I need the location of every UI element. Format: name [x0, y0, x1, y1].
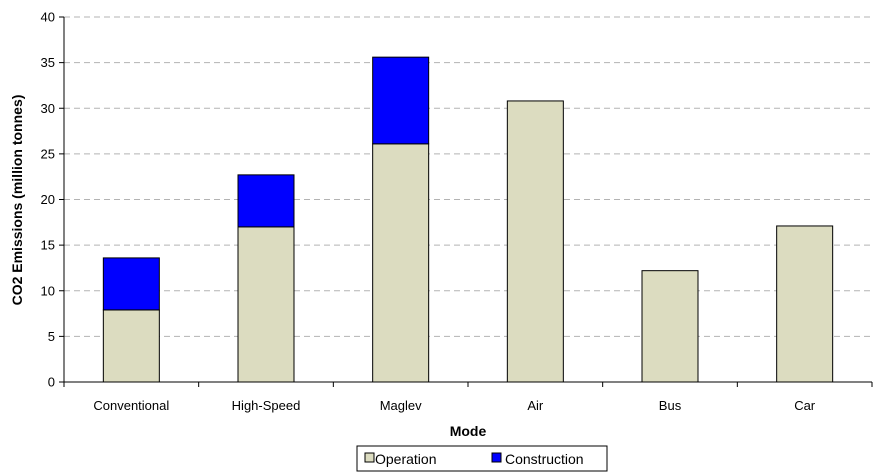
- legend-box: [356, 445, 608, 472]
- bar-construction-conventional: [102, 257, 160, 311]
- x-tick-label: Car: [794, 398, 816, 413]
- gridlines: [64, 16, 872, 337]
- y-tick-label: 20: [41, 192, 55, 207]
- y-tick-label: 25: [41, 146, 55, 161]
- y-tick-label: 0: [48, 375, 55, 390]
- y-tick-label: 10: [41, 283, 55, 298]
- y-tick-label: 35: [41, 55, 55, 70]
- legend-label-operation: Operation: [375, 451, 436, 467]
- y-axis-title: CO2 Emissions (million tonnes): [9, 95, 25, 306]
- y-tick-label: 5: [48, 329, 55, 344]
- bar-construction-high-speed: [237, 174, 295, 228]
- legend-swatch-construction: [491, 452, 502, 463]
- x-axis-title: Mode: [450, 423, 487, 439]
- x-tick-label: Air: [527, 398, 544, 413]
- x-tick-label: Bus: [659, 398, 682, 413]
- y-tick-label: 40: [41, 10, 55, 25]
- x-tick-label: Conventional: [93, 398, 169, 413]
- legend-swatch-operation: [364, 452, 375, 463]
- bar-operation-car: [776, 225, 834, 383]
- y-tick-label: 15: [41, 238, 55, 253]
- bar-operation-bus: [641, 270, 699, 383]
- y-tick-labels: 0 5 10 15 20 25 30 35 40: [41, 10, 64, 390]
- x-tick-label: High-Speed: [232, 398, 301, 413]
- bar-operation-conventional: [102, 309, 160, 383]
- bar-operation-maglev: [372, 143, 430, 383]
- x-tick-label: Maglev: [380, 398, 422, 413]
- y-tick-label: 30: [41, 101, 55, 116]
- bar-construction-maglev: [372, 56, 430, 145]
- bar-operation-high-speed: [237, 226, 295, 383]
- bar-operation-air: [506, 100, 564, 383]
- legend-label-construction: Construction: [505, 451, 584, 467]
- x-tick-labels: Conventional High-Speed Maglev Air Bus Car: [63, 382, 873, 413]
- bars: [102, 56, 834, 383]
- legend: Operation Construction: [356, 445, 608, 472]
